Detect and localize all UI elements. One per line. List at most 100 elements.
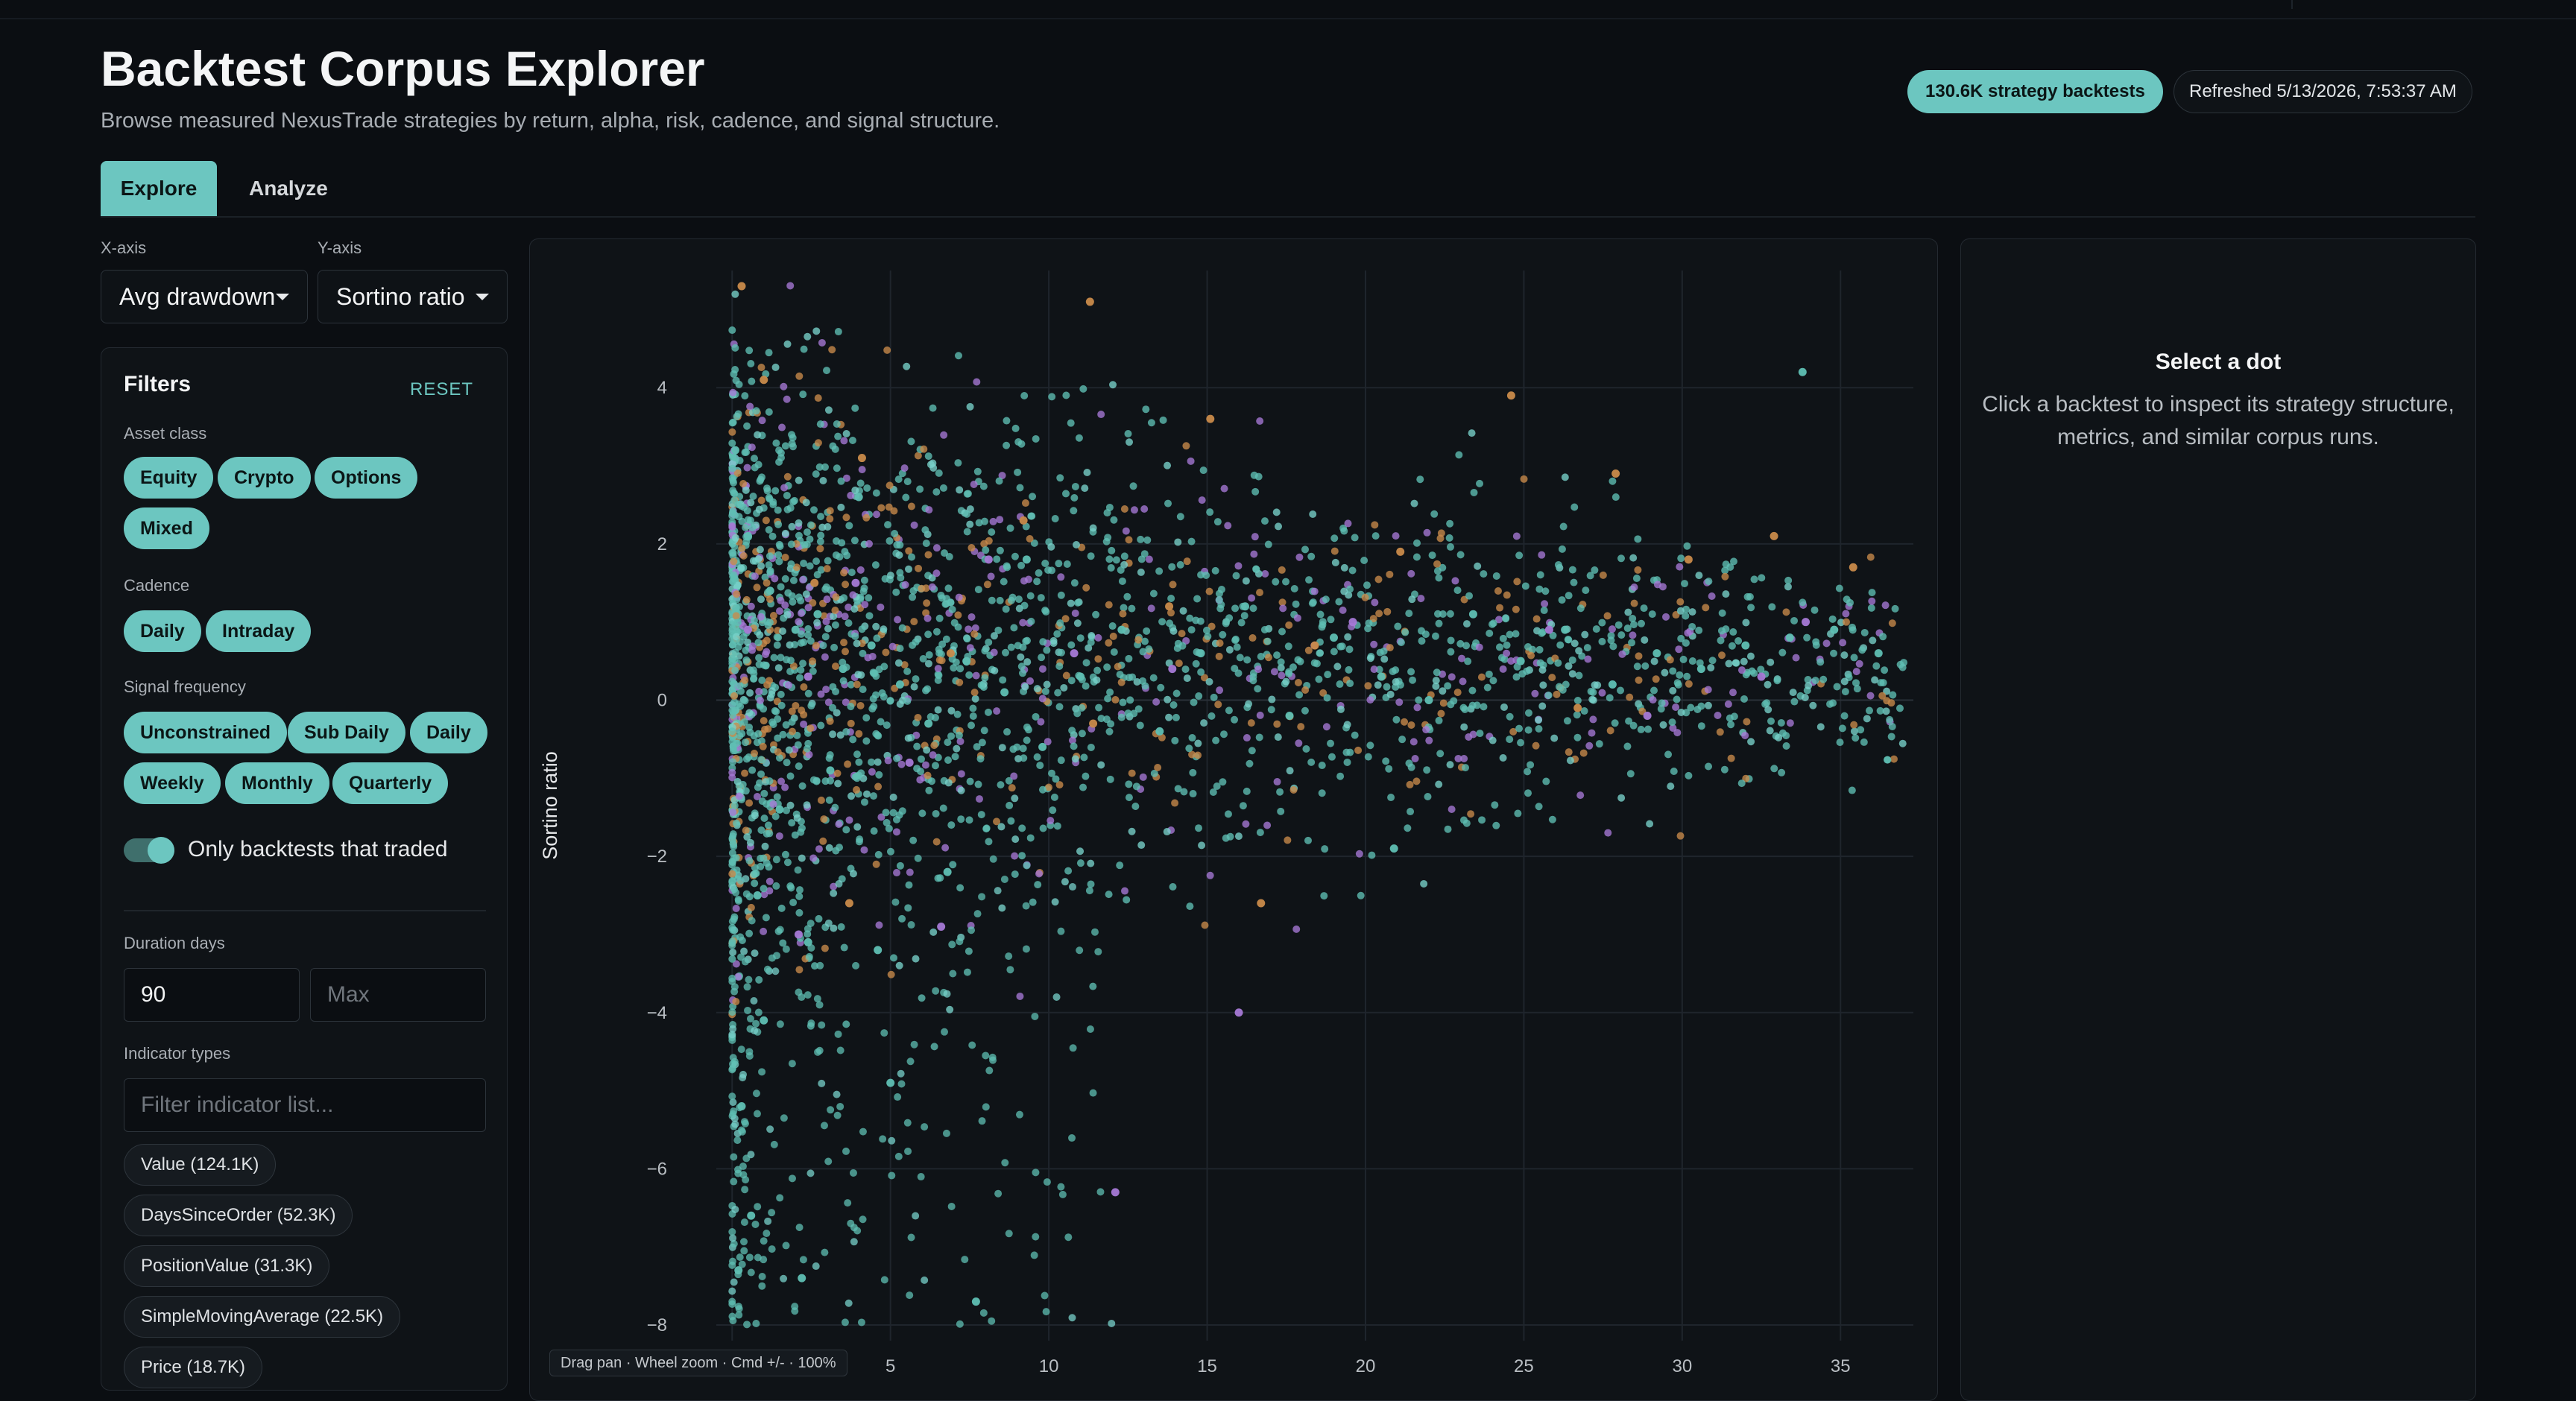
scatter-point[interactable] [775,446,783,455]
scatter-point[interactable] [766,568,774,576]
scatter-point[interactable] [1030,539,1038,547]
scatter-point[interactable] [1348,566,1357,575]
scatter-point[interactable] [1798,367,1807,376]
scatter-point[interactable] [970,630,979,638]
scatter-point[interactable] [777,596,785,604]
scatter-point[interactable] [1295,553,1304,561]
scatter-point[interactable] [748,766,757,774]
scatter-point[interactable] [1094,655,1102,663]
scatter-point[interactable] [747,499,755,507]
scatter-point[interactable] [1446,519,1454,528]
scatter-point[interactable] [1295,739,1303,747]
scatter-point[interactable] [1524,789,1532,797]
scatter-point[interactable] [1140,505,1149,513]
scatter-point[interactable] [728,522,736,530]
scatter-point[interactable] [1038,665,1046,673]
scatter-point[interactable] [1727,754,1735,762]
scatter-point[interactable] [1536,571,1544,579]
scatter-point[interactable] [1169,882,1177,891]
scatter-point[interactable] [1067,419,1075,427]
scatter-point[interactable] [988,596,996,604]
scatter-point[interactable] [755,687,763,695]
scatter-point[interactable] [1370,640,1378,648]
scatter-point[interactable] [762,661,770,669]
scatter-point[interactable] [1178,630,1186,638]
scatter-point[interactable] [1617,631,1626,639]
scatter-point[interactable] [869,695,877,703]
scatter-point[interactable] [1565,662,1573,670]
scatter-point[interactable] [783,759,791,767]
scatter-point[interactable] [774,520,783,528]
scatter-point[interactable] [747,1268,755,1277]
scatter-point[interactable] [814,394,822,402]
scatter-point[interactable] [1006,966,1014,974]
scatter-point[interactable] [910,618,918,626]
scatter-point[interactable] [847,719,855,727]
scatter-point[interactable] [989,517,997,525]
scatter-point[interactable] [1707,664,1715,672]
scatter-point[interactable] [844,1199,852,1207]
scatter-point[interactable] [765,349,773,357]
scatter-point[interactable] [1272,508,1281,516]
scatter-point[interactable] [974,586,982,594]
scatter-point[interactable] [1336,680,1344,689]
scatter-point[interactable] [988,1317,996,1325]
scatter-point[interactable] [782,945,790,953]
scatter-point[interactable] [1461,764,1469,772]
scatter-point[interactable] [732,622,740,630]
scatter-point[interactable] [774,664,783,672]
scatter-point[interactable] [771,363,780,371]
scatter-point[interactable] [1295,691,1304,699]
scatter-point[interactable] [833,420,841,428]
scatter-point[interactable] [851,578,860,587]
scatter-point[interactable] [775,458,783,467]
scatter-point[interactable] [1369,615,1377,623]
scatter-point[interactable] [1078,730,1086,738]
scatter-point[interactable] [1890,755,1898,763]
scatter-point[interactable] [815,1001,824,1009]
scatter-point[interactable] [736,876,745,885]
indicator-chip-price[interactable]: Price (18.7K) [124,1347,263,1388]
scatter-point[interactable] [791,1303,799,1311]
scatter-point[interactable] [994,1189,1003,1198]
scatter-point[interactable] [1869,636,1877,645]
scatter-point[interactable] [840,437,848,445]
scatter-point[interactable] [1592,625,1600,633]
scatter-point[interactable] [1553,690,1561,698]
scatter-point[interactable] [997,823,1006,831]
scatter-point[interactable] [1318,762,1326,770]
scatter-point[interactable] [1580,707,1588,715]
scatter-point[interactable] [747,903,755,911]
scatter-point[interactable] [981,647,989,655]
scatter-point[interactable] [795,372,804,380]
scatter-point[interactable] [1444,682,1452,690]
scatter-point[interactable] [1888,619,1896,627]
scatter-point[interactable] [733,590,741,598]
scatter-point[interactable] [1677,634,1685,642]
scatter-point[interactable] [774,506,782,514]
scatter-point[interactable] [791,625,800,634]
scatter-point[interactable] [788,718,796,726]
scatter-point[interactable] [877,603,885,611]
scatter-point[interactable] [1021,683,1029,691]
scatter-point[interactable] [1234,562,1243,570]
scatter-point[interactable] [803,801,811,809]
scatter-point[interactable] [907,1233,915,1242]
scatter-point[interactable] [1340,587,1348,595]
scatter-point[interactable] [1003,562,1011,570]
scatter-point[interactable] [903,667,912,675]
scatter-point[interactable] [1866,706,1874,715]
scatter-point[interactable] [783,505,792,513]
scatter-point[interactable] [1608,680,1617,689]
scatter-point[interactable] [1304,836,1312,844]
scatter-point[interactable] [1132,782,1140,791]
scatter-point[interactable] [1061,878,1069,886]
scatter-point[interactable] [977,811,985,819]
scatter-point[interactable] [982,546,990,554]
scatter-point[interactable] [743,983,751,991]
scatter-point[interactable] [1064,867,1073,875]
scatter-point[interactable] [746,728,754,736]
scatter-point[interactable] [1652,649,1661,658]
scatter-point[interactable] [1169,701,1178,709]
scatter-point[interactable] [915,564,923,572]
